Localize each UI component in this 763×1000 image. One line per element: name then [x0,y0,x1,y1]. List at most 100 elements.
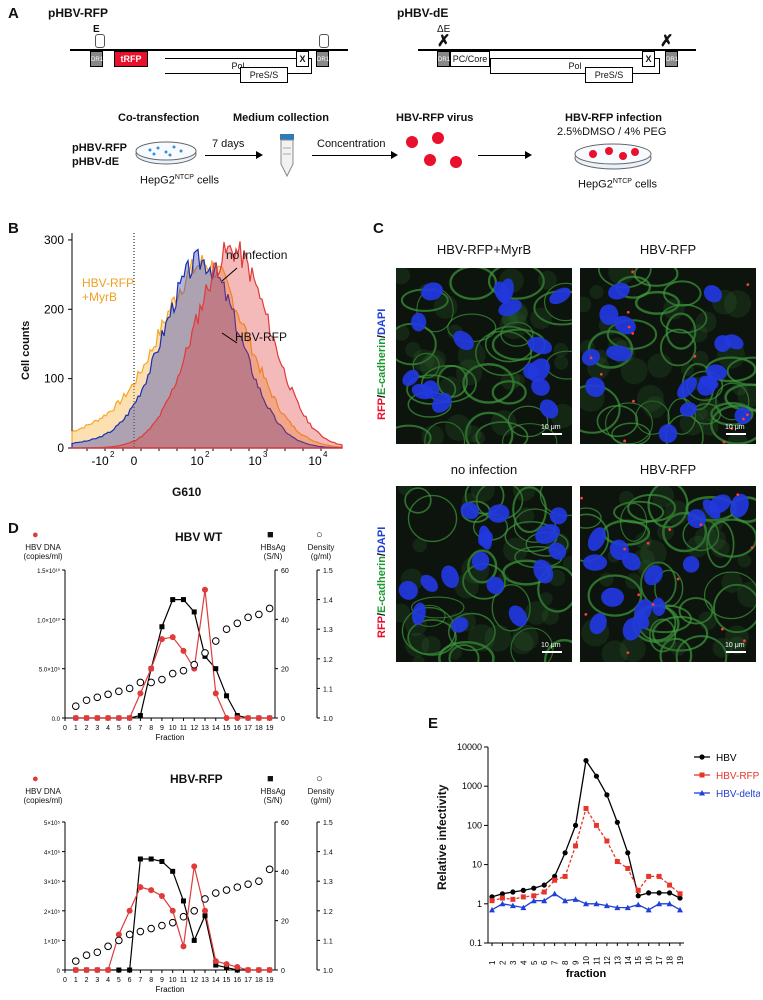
inf-x-tick-label: 11 [592,956,601,965]
wt-dna-point [72,715,79,721]
rfp-density-point [201,895,209,903]
rfp-x-tick-label: 4 [106,977,110,984]
arrow-2-head [391,151,398,159]
cytoplasm-stain [464,425,482,443]
cytoplasm-stain [643,396,666,419]
dapi-nucleus [621,552,641,571]
dapi-nucleus [421,282,443,301]
wt-dna-point [245,715,252,721]
ecadherin-membrane [659,328,697,367]
wt-mid-tick-label: 60 [281,568,289,575]
dapi-nucleus [679,402,697,417]
scale-bar-3: 10 μm [541,642,561,649]
ecadherin-membrane [715,382,750,421]
rfp-density-point [211,889,220,897]
cytoplasm-stain [737,553,752,568]
wt-density-point [136,678,145,687]
cytoplasm-stain [405,341,421,358]
inf-hbv-deltae-point [624,904,631,911]
rfp-x-tick-label: 9 [160,977,164,984]
cytoplasm-stain [625,573,642,590]
rfp-dna-point [158,893,165,899]
dr1-box-right-2: DR1 [665,51,678,67]
wt-dna-point [212,690,219,697]
wt-x-tick-label: 2 [85,725,89,732]
ecadherin-membrane [464,486,505,515]
rfp-mid-tick-label: 0 [281,968,285,975]
wt-x-tick-label: 9 [160,725,164,732]
stain-label-top: RFP/E-cadherin/DAPI [376,308,388,420]
dapi-nucleus [549,507,568,525]
inf-hbv-point [635,893,641,899]
inf-hbv-rfp-point [520,894,526,900]
wt-density-point [222,625,231,633]
inf-hbv-point [562,850,568,856]
wt-hbsag-square-icon: ■ [267,529,274,541]
cytoplasm-stain [704,529,727,551]
hist-y-tick-label: 200 [44,302,64,316]
inf-y-tick-label: 1 [477,899,482,909]
inf-hbv-rfp-point [541,889,547,895]
cytoplasm-stain [706,514,724,532]
pol-box-2: Pol [490,58,660,74]
dapi-nucleus [486,576,505,595]
ecadherin-membrane [464,411,514,444]
wt-x-label: Fraction [156,733,185,740]
rfp-x-tick-label: 3 [95,977,99,984]
inf-hbv-point [666,890,673,896]
wt-density-point [168,669,177,678]
rfp-spot [637,593,641,597]
hist-x-tick-label: 10 [308,454,322,468]
micro-title-3: no infection [450,462,518,477]
inf-hbv-point [625,850,631,856]
ecadherin-membrane [510,627,554,662]
hist-x-tick-label: 2 [205,450,210,459]
arrow-3-head [525,151,532,159]
cytoplasm-stain [541,607,559,625]
wt-density-point [147,678,155,687]
panel-label-d: D [8,520,19,537]
culture-dish-icon [135,141,197,165]
cytoplasm-stain [490,410,517,436]
cytoplasm-stain [445,414,472,441]
tube-icon [280,134,294,178]
cytoplasm-stain [695,311,717,333]
wt-x-tick-label: 7 [138,725,142,732]
cytoplasm-stain [686,535,709,558]
cytoplasm-stain [420,354,445,379]
cytoplasm-stain [447,645,462,660]
rfp-x-tick-label: 13 [201,977,209,984]
inf-hbv-point [541,882,547,888]
cytoplasm-stain [500,370,521,391]
wt-hbsag-point [224,693,230,699]
inf-x-tick-label: 13 [613,956,622,965]
rfp-hbsag-point [148,856,154,862]
rfp-hbsag-point [116,967,122,973]
cytoplasm-stain [635,532,652,550]
dapi-nucleus [508,605,528,627]
micrograph-3 [396,486,572,662]
inf-hbv-deltae-point [635,901,642,908]
inf-hbv-deltae-point [593,900,600,907]
rfp-spot [589,356,593,360]
cytoplasm-stain [692,350,709,367]
wt-x-tick-label: 17 [244,725,252,732]
inf-y-tick-label: 0.1 [469,938,482,948]
rfp-title: HBV-RFP [170,772,223,786]
rfp-dna-point [126,907,133,914]
inf-legend-label: HBV-RFP [716,771,760,782]
rfp-spot [741,417,745,421]
ecadherin-membrane [675,635,728,662]
rfp-dna-point [137,884,144,891]
cytoplasm-stain [412,349,435,372]
cytoplasm-stain [679,410,705,436]
scale-bar-2: 10 μm [725,424,745,431]
wt-x-tick-label: 6 [128,725,132,732]
step3-title: HBV-RFP virus [396,112,474,124]
cytoplasm-stain [601,640,628,662]
rfp-spot [746,413,749,417]
ecadherin-membrane [475,421,529,444]
hist-x-tick-label: 3 [263,450,268,459]
cytoplasm-stain [589,285,604,300]
dapi-nucleus [730,493,749,518]
